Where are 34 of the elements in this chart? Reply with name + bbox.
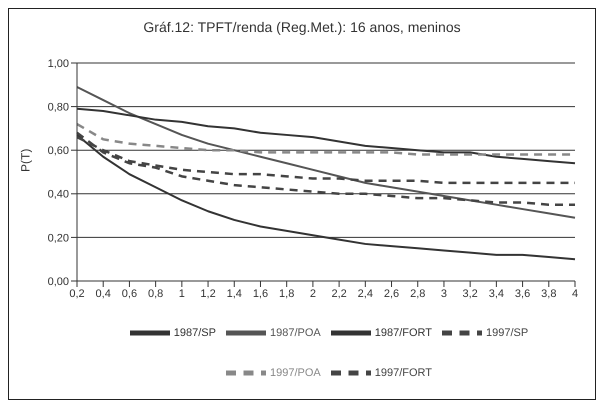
y-tick-label: 0,80 <box>48 102 69 114</box>
y-tick-label: 0,00 <box>48 276 69 288</box>
x-tick-label: 1,2 <box>200 288 216 300</box>
x-tick-label: 2,4 <box>358 288 373 300</box>
y-tick-label: 0,40 <box>48 188 69 201</box>
x-tick-label: 1 <box>178 288 185 300</box>
x-tick-label: 2,8 <box>410 288 426 300</box>
legend-label: 1997/FORT <box>374 366 432 379</box>
x-tick-label: 3 <box>440 288 448 300</box>
x-tick-label: 2 <box>310 288 316 300</box>
x-tick-label: 3,4 <box>488 288 504 300</box>
x-tick-label: 0,2 <box>69 288 85 300</box>
chart-title: Gráf.12: TPFT/renda (Reg.Met.): 16 anos, meninos <box>142 18 462 37</box>
legend-label: 1987/FORT <box>374 326 432 339</box>
x-tick-label: 4 <box>572 288 578 300</box>
x-tick-label: 0,4 <box>96 288 111 300</box>
y-tick-label: 0,20 <box>48 232 69 244</box>
x-tick-label: 1,8 <box>279 288 294 300</box>
legend-label: 1997/SP <box>486 326 528 339</box>
x-tick-label: 2,6 <box>384 288 400 300</box>
y-tick-label: 1,00 <box>48 58 69 70</box>
y-axis-title: P(T) <box>18 148 32 172</box>
x-tick-label: 0,6 <box>122 288 138 300</box>
x-tick-label: 3,8 <box>541 288 556 300</box>
x-tick-label: 1,4 <box>226 288 242 300</box>
x-tick-label: 3,2 <box>462 288 478 300</box>
legend-label: 1987/POA <box>270 326 321 339</box>
legend-label: 1997/POA <box>270 366 321 379</box>
x-tick-label: 3,6 <box>514 288 530 300</box>
x-tick-label: 2,2 <box>331 288 347 300</box>
x-tick-label: 1,6 <box>252 288 268 300</box>
legend-label: 1987/SP <box>174 326 216 339</box>
y-tick-label: 0,60 <box>48 145 69 158</box>
x-tick-label: 0,8 <box>148 288 164 300</box>
